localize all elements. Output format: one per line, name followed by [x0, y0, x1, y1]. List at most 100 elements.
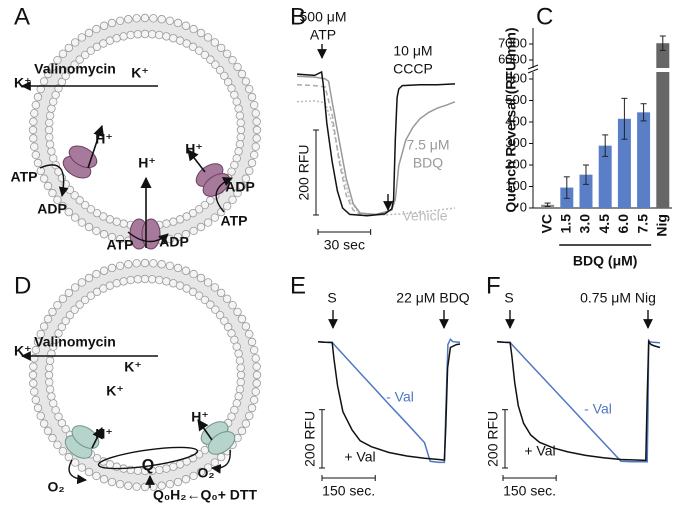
lipid [196, 273, 206, 283]
lipid [54, 329, 63, 338]
lipid [196, 28, 206, 38]
lipid [233, 62, 242, 72]
lipid [53, 55, 62, 65]
lipid [140, 274, 150, 284]
lipid [233, 188, 242, 198]
label: O₂ [47, 479, 64, 495]
lipid [107, 18, 117, 28]
lipid [80, 295, 90, 305]
lipid [211, 60, 220, 69]
bar [637, 112, 651, 208]
lipid [189, 269, 198, 279]
lipid [28, 125, 38, 135]
group-label: BDQ (μM) [573, 253, 638, 269]
annotation: 500 μM [300, 9, 347, 25]
lipid [53, 195, 62, 205]
lipid [86, 46, 96, 55]
x-tick-label: 6.0 [615, 214, 631, 234]
lipid [210, 283, 220, 292]
lipid [65, 310, 75, 320]
lipid [115, 16, 125, 26]
lipid [157, 15, 166, 24]
annotation: 0.75 μM Nig [580, 290, 656, 306]
bar [579, 174, 593, 208]
lipid [235, 356, 245, 365]
lipid [30, 142, 39, 151]
lipid [206, 300, 215, 309]
lipid [80, 200, 90, 210]
lipid [241, 77, 251, 86]
lipid [57, 322, 67, 332]
lipid [28, 370, 38, 380]
lipid [236, 132, 245, 142]
lipid [43, 69, 53, 79]
lipid [241, 322, 251, 331]
lipid [70, 213, 80, 222]
lipid [33, 158, 43, 168]
panel-letter: D [14, 272, 31, 299]
lipid [33, 403, 43, 413]
arrow [197, 419, 213, 441]
lipid [115, 234, 125, 244]
lipid [247, 92, 257, 102]
bar [598, 145, 612, 208]
lipid [203, 218, 213, 227]
lipid [29, 362, 38, 371]
lipid [115, 261, 125, 271]
curved-arrow [68, 459, 87, 485]
annotation: BDQ [413, 155, 443, 171]
lipid [107, 477, 117, 487]
lipid [92, 453, 102, 463]
lipid [45, 385, 55, 394]
lipid [43, 314, 53, 324]
lipid [188, 287, 198, 297]
lipid [162, 464, 171, 473]
curved-arrow [215, 177, 233, 213]
lipid [48, 307, 57, 317]
lipid [189, 226, 198, 236]
lipid [126, 275, 135, 285]
lipid [61, 71, 70, 81]
lipid [45, 118, 54, 128]
annotation: 22 μM BDQ [396, 290, 470, 306]
scale-label: 150 sec. [322, 483, 375, 499]
lipid [45, 132, 54, 142]
lipid [155, 275, 164, 285]
lipid [99, 212, 108, 221]
lipid [31, 100, 41, 110]
lipid [92, 287, 102, 297]
lipid [39, 77, 49, 86]
lipid [44, 125, 54, 135]
lipid [165, 261, 175, 271]
lipid [196, 467, 206, 477]
trace [296, 75, 456, 216]
x-tick-label: 1.5 [558, 214, 574, 234]
lipid [157, 481, 166, 490]
lipid [53, 440, 62, 450]
y-axis-label: Quench Reversal (RFU/min) [503, 27, 519, 212]
lipid [216, 452, 226, 462]
lipid [39, 322, 49, 331]
lipid [29, 379, 38, 388]
lipid [61, 316, 70, 326]
lipid [77, 463, 87, 472]
lipid [249, 395, 259, 405]
label: Q₀H₂←Q₀+ DTT [153, 487, 257, 503]
scale-label: 30 sec [324, 237, 365, 253]
lipid [223, 322, 233, 332]
lipid [235, 140, 245, 149]
lipid [194, 205, 204, 214]
lipid [234, 349, 243, 358]
lipid [39, 174, 49, 183]
lipid [44, 370, 54, 380]
lipid [45, 363, 54, 373]
bar [617, 118, 631, 208]
label: ADP [159, 234, 189, 250]
lipid [232, 97, 241, 106]
lipid [86, 205, 96, 214]
x-tick-label: 3.0 [577, 214, 593, 234]
lipid [48, 62, 57, 72]
lipid [39, 419, 49, 428]
lipid [200, 50, 210, 60]
